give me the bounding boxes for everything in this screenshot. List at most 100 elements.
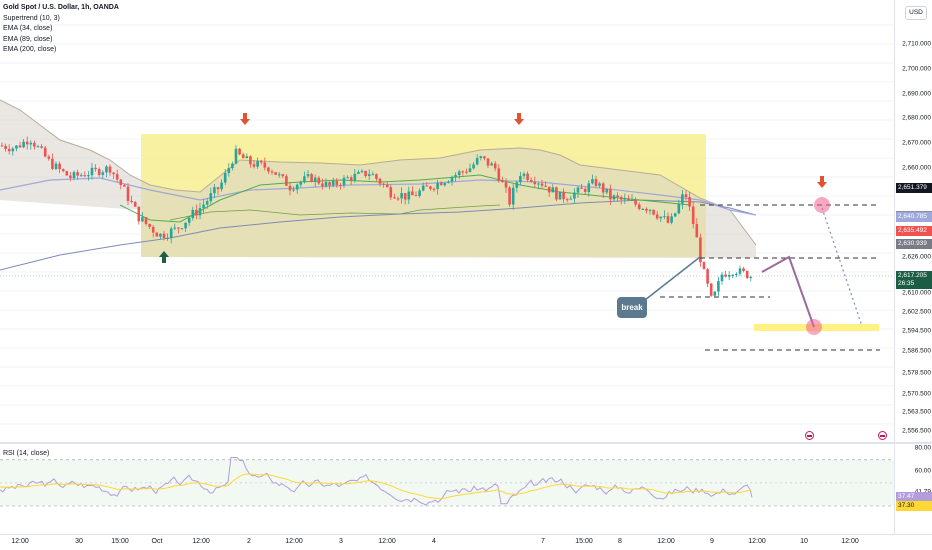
candle-body (245, 156, 249, 159)
candle-body (483, 156, 486, 159)
rsi-legend[interactable]: RSI (14, close) (3, 450, 50, 457)
candle-body (699, 237, 702, 263)
candle-body (641, 208, 645, 210)
candle-body (555, 187, 558, 200)
candle-body (119, 179, 123, 185)
currency-button[interactable]: USD (905, 6, 927, 20)
indicator-ema89[interactable]: EMA (89, close) (3, 35, 53, 43)
candle-body (655, 214, 659, 219)
symbol-title[interactable]: Gold Spot / U.S. Dollar, 1h, OANDA (3, 4, 119, 11)
candle-body (101, 172, 105, 175)
time-tick-label: 12:00 (192, 538, 210, 545)
candle-body (691, 206, 695, 225)
candle-body (421, 185, 425, 191)
time-tick-label: 3 (339, 538, 343, 545)
supertrend-line (0, 99, 757, 246)
candle-body (169, 228, 173, 238)
candle-body (583, 188, 587, 193)
price-tick-label: 2,710.000 (902, 40, 931, 48)
indicator-supertrend[interactable]: Supertrend (10, 3) (3, 14, 60, 22)
candle-body (306, 174, 310, 177)
candle-body (407, 191, 411, 200)
candle-body (281, 174, 285, 177)
candle-body (61, 169, 65, 172)
candle-body (670, 216, 673, 223)
candle-body (450, 177, 454, 182)
price-tick-label: 2,690.000 (902, 90, 931, 98)
candle-body (65, 171, 69, 176)
break-callout[interactable]: break (617, 297, 647, 318)
candle-body (198, 208, 202, 216)
price-tick-label: 2,586.500 (902, 347, 931, 355)
candle-body (202, 204, 205, 209)
price-tick-label: 2,680.000 (902, 114, 931, 122)
price-chart-svg[interactable] (0, 0, 894, 442)
candle-body (709, 283, 713, 296)
candle-body (321, 183, 324, 187)
candle-body (195, 209, 198, 216)
time-tick-label: 10 (800, 538, 808, 545)
candle-body (497, 168, 501, 181)
candle-body (403, 193, 407, 200)
rsi-tick-label: 60.00 (914, 467, 931, 475)
candle-body (702, 262, 706, 270)
candle-body (526, 173, 529, 180)
candle-body (328, 182, 331, 186)
break-pointer (644, 256, 701, 301)
candle-body (148, 223, 151, 227)
candle-body (609, 188, 612, 200)
price-tick-label: 2,626.000 (902, 253, 931, 261)
candle-body (15, 145, 18, 149)
candle-body (76, 172, 79, 176)
candle-body (295, 184, 299, 190)
candle-body (529, 179, 533, 182)
rsi-chart-svg[interactable] (0, 444, 894, 534)
price-tick-label: 2,602.500 (902, 308, 931, 316)
candle-body (25, 141, 29, 145)
candle-body (184, 222, 187, 229)
indicator-ema200[interactable]: EMA (200, close) (3, 46, 57, 53)
price-pane[interactable]: Gold Spot / U.S. Dollar, 1h, OANDA Super… (0, 0, 894, 442)
supertrend-lower-line (169, 204, 501, 221)
candle-body (274, 172, 277, 175)
candle-body (364, 170, 367, 177)
candle-body (457, 171, 461, 176)
candle-body (688, 197, 691, 207)
price-tag: 2,617.205 (896, 271, 932, 281)
candle-body (349, 177, 353, 181)
candle-body (493, 163, 497, 169)
candle-body (591, 179, 594, 184)
candle-body (54, 163, 58, 169)
candle-body (382, 183, 385, 185)
us-flag-icon[interactable] (805, 431, 814, 440)
candle-body (580, 187, 583, 189)
candle-body (375, 174, 378, 179)
time-tick-label: 9 (710, 538, 714, 545)
candle-body (519, 175, 522, 183)
price-tick-label: 2,578.500 (902, 369, 931, 377)
rsi-pane[interactable]: RSI (14, close) (0, 444, 894, 534)
candle-body (133, 201, 137, 207)
candle-body (303, 176, 306, 182)
candle-body (612, 195, 616, 200)
candle-body (36, 146, 40, 148)
candle-body (180, 228, 184, 230)
candle-body (137, 206, 141, 222)
pane-divider[interactable] (0, 442, 932, 444)
candle-body (112, 172, 115, 175)
candle-body (627, 198, 630, 201)
indicator-ema34[interactable]: EMA (34, close) (3, 25, 53, 32)
us-flag-icon[interactable] (878, 431, 887, 440)
candle-body (47, 156, 51, 159)
candle-body (522, 173, 526, 176)
price-axis[interactable]: USD 2,710.000 2,700.000 2,690.000 2,680.000… (894, 0, 932, 442)
candle-body (562, 191, 565, 200)
candle-body (90, 167, 94, 176)
candle-body (385, 184, 389, 188)
time-axis[interactable]: 12:00 30 15:00 Oct 12:00 2 12:00 3 12:00 4 7 15:00 8… (0, 534, 932, 550)
candle-body (684, 194, 688, 198)
candle-body (634, 200, 637, 205)
candle-body (475, 157, 479, 165)
candle-body (108, 166, 112, 173)
